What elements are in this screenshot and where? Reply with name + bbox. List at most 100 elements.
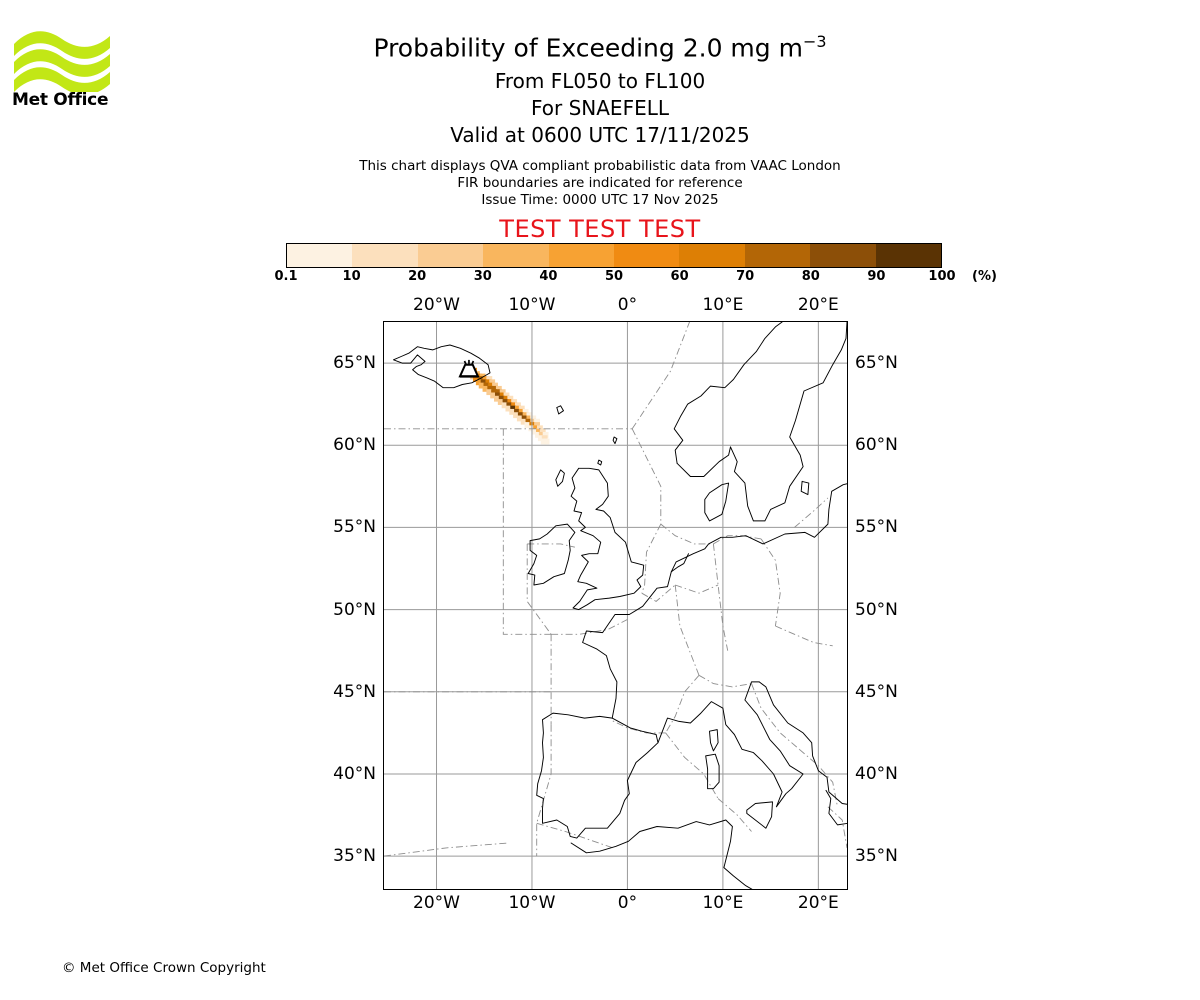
- colorbar-gradient: [286, 243, 942, 268]
- lat-label-right-45°N: 45°N: [855, 681, 898, 702]
- fir-boundary-8: [551, 619, 628, 635]
- colorbar-tick-90: 90: [867, 269, 886, 284]
- colorbar-band-2: [417, 244, 484, 267]
- fir-boundary-23: [665, 732, 719, 799]
- probability-cell: [485, 379, 492, 386]
- probability-cell: [489, 379, 496, 386]
- probability-cell: [506, 402, 513, 409]
- probability-cell: [501, 402, 508, 409]
- probability-cell: [507, 399, 514, 405]
- lon-label-bottom-20°W: 20°W: [413, 893, 460, 913]
- fir-boundary-20: [536, 724, 552, 857]
- lon-label-bottom-10°E: 10°E: [702, 893, 744, 913]
- probability-cell: [507, 395, 514, 402]
- test-banner: TEST TEST TEST: [499, 215, 701, 243]
- fir-boundary-29: [799, 748, 838, 807]
- lat-label-left-60°N: 60°N: [333, 435, 376, 456]
- probability-map[interactable]: [383, 321, 848, 890]
- volcano-marker[interactable]: [458, 359, 480, 378]
- lat-label-right-55°N: 55°N: [855, 517, 898, 538]
- probability-cell: [487, 385, 494, 392]
- probability-cell: [538, 431, 545, 438]
- lon-label-top-10°W: 10°W: [508, 295, 556, 315]
- lat-label-left-55°N: 55°N: [333, 517, 376, 538]
- colorbar-band-8: [810, 244, 876, 267]
- fir-boundary-10: [526, 543, 552, 635]
- probability-cell: [505, 405, 512, 412]
- volcano-plume-line-0: [463, 360, 467, 366]
- probability-cell: [526, 415, 533, 422]
- probability-cell: [524, 422, 531, 428]
- coastline-segment-15: [556, 405, 564, 415]
- probability-cell: [526, 412, 533, 419]
- probability-cell: [516, 415, 523, 422]
- fir-boundary-3: [660, 523, 714, 545]
- note-issue-time: Issue Time: 0000 UTC 17 Nov 2025: [481, 192, 719, 208]
- met-office-waves-icon: [14, 31, 110, 92]
- probability-cell: [475, 379, 482, 386]
- volcano-cone-icon[interactable]: [458, 363, 480, 378]
- colorbar-ticks: 0.1 10 20 30 40 50 60 70 80 90 100: [274, 269, 955, 285]
- probability-cell: [541, 435, 548, 442]
- probability-cell: [486, 376, 493, 382]
- probability-cell: [498, 395, 505, 402]
- probability-cell: [518, 408, 525, 415]
- probability-cell: [522, 412, 529, 419]
- colorbar-band-0: [287, 244, 353, 267]
- coastline-segment-3: [676, 322, 847, 522]
- probability-cell: [511, 399, 518, 405]
- probability-cell: [530, 418, 537, 425]
- lat-label-right-35°N: 35°N: [855, 846, 898, 867]
- met-office-logo: [12, 22, 112, 118]
- fir-boundary-17: [698, 674, 752, 688]
- coastline-segment-10: [705, 753, 720, 790]
- fir-boundary-15: [641, 584, 676, 602]
- lat-label-left-50°N: 50°N: [333, 599, 376, 620]
- fir-boundary-22: [751, 683, 800, 750]
- note-fir: FIR boundaries are indicated for referen…: [457, 175, 743, 191]
- colorbar-tick-30: 30: [473, 269, 492, 284]
- lat-label-left-35°N: 35°N: [333, 846, 376, 867]
- coastline-segment-2: [527, 523, 576, 586]
- fir-boundary-7: [502, 428, 552, 635]
- probability-cell: [473, 376, 479, 382]
- coastline-segment-9: [746, 801, 773, 829]
- colorbar-band-3: [483, 244, 549, 267]
- probability-cell: [518, 405, 525, 412]
- fir-boundary-4: [641, 523, 662, 594]
- coastline-segment-5: [704, 482, 730, 522]
- valid-time-subtitle: Valid at 0600 UTC 17/11/2025: [450, 123, 750, 148]
- probability-cell: [492, 382, 498, 389]
- probability-cell: [492, 385, 498, 392]
- probability-cell: [528, 425, 535, 432]
- coastline-segment-1: [570, 467, 645, 611]
- volcano-plume-line-2: [471, 360, 475, 366]
- probability-cell: [497, 399, 504, 405]
- probability-cell: [537, 435, 544, 442]
- colorbar-band-1: [352, 244, 418, 267]
- probability-cell: [530, 415, 537, 422]
- map-canvas: [384, 322, 847, 889]
- colorbar-tick-0.1: 0.1: [274, 269, 298, 284]
- probability-cell: [490, 392, 497, 399]
- colorbar-tick-70: 70: [736, 269, 755, 284]
- probability-cell: [517, 412, 524, 419]
- fir-boundary-12: [760, 538, 781, 627]
- fir-boundary-26: [794, 497, 829, 528]
- probability-cell: [478, 382, 485, 389]
- probability-cell: [482, 376, 489, 382]
- fir-boundary-16: [674, 584, 700, 676]
- probability-cell: [486, 389, 493, 396]
- probability-cell: [499, 392, 506, 399]
- colorbar-tick-60: 60: [670, 269, 689, 284]
- probability-cell: [480, 379, 487, 386]
- probability-cell: [514, 408, 520, 415]
- coastline-segment-16: [612, 436, 618, 445]
- graticule-layer: [384, 322, 847, 889]
- lat-label-right-60°N: 60°N: [855, 435, 898, 456]
- probability-cell: [515, 402, 521, 409]
- probability-cell: [535, 431, 541, 438]
- probability-cell: [491, 389, 498, 396]
- probability-cell: [539, 428, 546, 435]
- probability-cell: [483, 382, 490, 389]
